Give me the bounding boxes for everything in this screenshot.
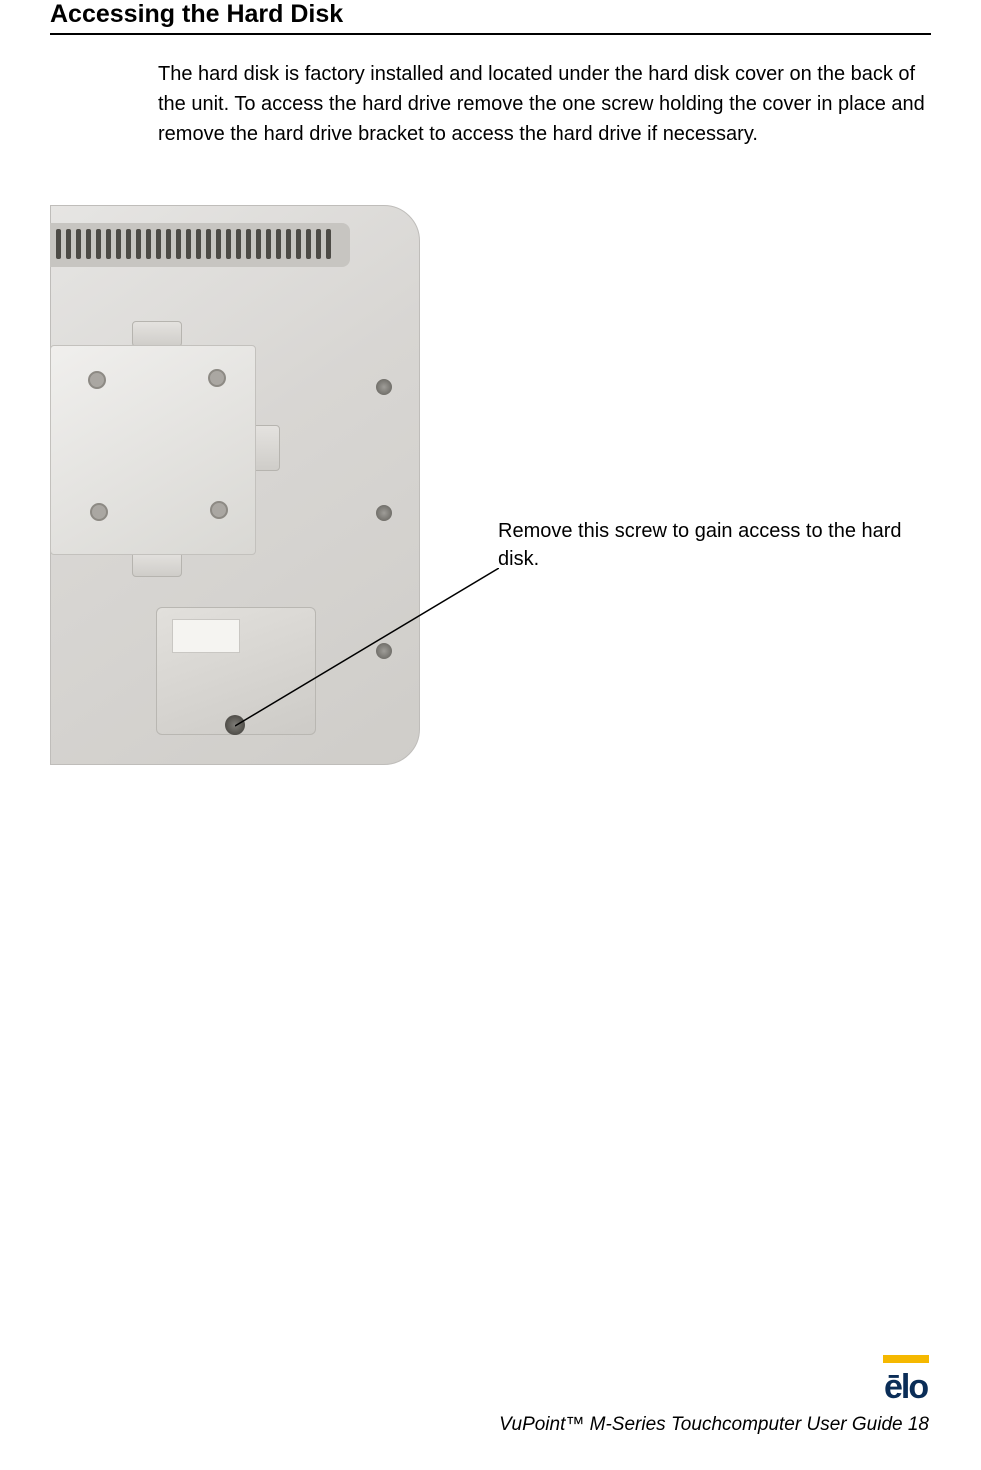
body-paragraph: The hard disk is factory installed and l… xyxy=(158,59,931,149)
mount-ear-top xyxy=(132,321,182,347)
figure-area: Remove this screw to gain access to the … xyxy=(0,205,981,773)
callout-text: Remove this screw to gain access to the … xyxy=(498,517,918,573)
chassis-screw xyxy=(376,379,392,395)
mount-hole xyxy=(210,501,228,519)
hard-disk-screw xyxy=(225,715,245,735)
footer-text: VuPoint™ M-Series Touchcomputer User Gui… xyxy=(499,1414,929,1435)
heading-rule xyxy=(50,33,931,35)
mount-hole xyxy=(208,369,226,387)
elo-logo-icon: ēlo xyxy=(883,1355,929,1406)
device-photo xyxy=(50,205,420,765)
mount-hole xyxy=(88,371,106,389)
section-heading: Accessing the Hard Disk xyxy=(0,0,981,33)
chassis-screw xyxy=(376,505,392,521)
hard-disk-label xyxy=(172,619,240,653)
svg-text:ēlo: ēlo xyxy=(884,1368,928,1401)
page-footer: ēlo VuPoint™ M-Series Touchcomputer User… xyxy=(499,1355,929,1436)
mount-hole xyxy=(90,503,108,521)
vent-slots xyxy=(56,229,338,259)
chassis-screw xyxy=(376,643,392,659)
